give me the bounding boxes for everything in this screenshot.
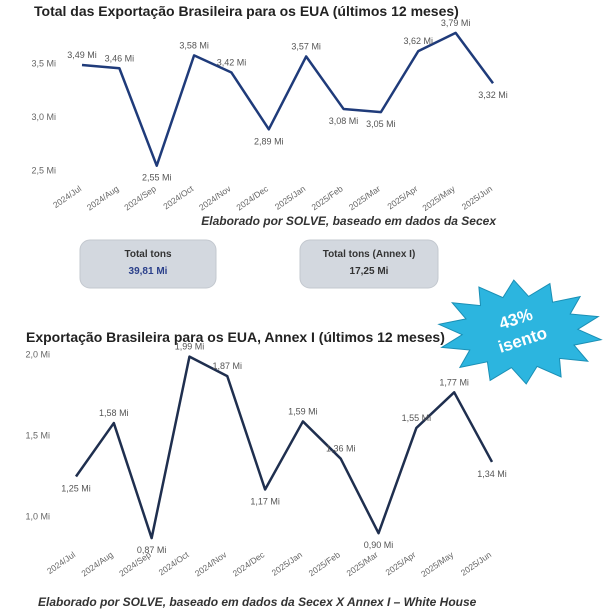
chart-title: Total das Exportação Brasileira para os … — [34, 3, 459, 19]
card-label: Total tons — [124, 249, 171, 260]
data-label: 0,87 Mi — [137, 545, 167, 555]
data-label: 2,89 Mi — [254, 136, 284, 146]
x-tick-label: 2025/Jun — [460, 183, 495, 211]
x-tick-label: 2025/Jan — [270, 549, 305, 577]
x-tick-label: 2025/Feb — [307, 549, 342, 578]
x-tick-label: 2024/Nov — [193, 549, 229, 578]
data-label: 3,05 Mi — [366, 119, 396, 129]
data-label: 1,77 Mi — [439, 377, 469, 387]
x-tick-label: 2025/Apr — [384, 549, 418, 577]
data-label: 3,58 Mi — [179, 40, 209, 50]
card-bg — [299, 239, 439, 289]
badge: 43%isento — [437, 279, 603, 385]
data-label: 1,59 Mi — [288, 406, 318, 416]
y-tick-label: 2,0 Mi — [25, 349, 50, 359]
data-label: 3,46 Mi — [105, 53, 135, 63]
x-tick-label: 2024/Nov — [197, 183, 233, 212]
data-label: 1,99 Mi — [175, 342, 205, 352]
card-bg — [79, 239, 217, 289]
x-tick-label: 2025/Apr — [385, 183, 419, 211]
data-label: 2,55 Mi — [142, 173, 172, 183]
chart-title: Exportação Brasileira para os EUA, Annex… — [26, 329, 445, 345]
x-tick-label: 2025/Mar — [345, 549, 380, 578]
data-label: 3,49 Mi — [67, 50, 97, 60]
card-label: Total tons (Annex I) — [323, 249, 416, 260]
x-tick-label: 2024/Dec — [231, 549, 267, 578]
x-tick-label: 2024/Jul — [51, 183, 83, 210]
x-tick-label: 2024/Oct — [161, 183, 196, 211]
card: Total tons (Annex I) 17,25 Mi — [299, 239, 439, 289]
y-tick-label: 1,5 Mi — [25, 430, 50, 440]
data-label: 3,42 Mi — [217, 58, 247, 68]
x-tick-label: 2024/Aug — [85, 183, 121, 212]
data-label: 1,87 Mi — [213, 361, 243, 371]
y-tick-label: 2,5 Mi — [31, 165, 56, 175]
card: Total tons 39,81 Mi — [79, 239, 217, 289]
x-tick-label: 2025/Mar — [347, 183, 382, 212]
x-tick-label: 2025/Jan — [273, 183, 308, 211]
x-tick-label: 2024/Jul — [45, 549, 77, 576]
x-tick-label: 2025/Jun — [459, 549, 494, 577]
data-label: 1,36 Mi — [326, 444, 356, 454]
data-label: 1,34 Mi — [477, 469, 507, 479]
line — [81, 31, 495, 167]
x-tick-label: 2025/Feb — [310, 183, 345, 212]
data-label: 1,55 Mi — [402, 413, 432, 423]
line — [74, 355, 494, 540]
data-label: 1,58 Mi — [99, 408, 129, 418]
card-value: 39,81 Mi — [129, 266, 168, 277]
data-label: 0,90 Mi — [364, 540, 394, 550]
x-tick-label: 2025/May — [419, 549, 456, 579]
x-tick-label: 2025/May — [420, 183, 457, 213]
data-label: 3,32 Mi — [478, 90, 508, 100]
data-label: 1,25 Mi — [61, 484, 91, 494]
x-tick-label: 2024/Sep — [122, 183, 158, 212]
data-label: 3,79 Mi — [441, 18, 471, 28]
x-tick-label: 2024/Aug — [79, 549, 115, 578]
y-tick-label: 1,0 Mi — [25, 511, 50, 521]
y-tick-label: 3,0 Mi — [31, 112, 56, 122]
caption: Elaborado por SOLVE, baseado em dados da… — [201, 214, 497, 228]
y-tick-label: 3,5 Mi — [31, 58, 56, 68]
caption: Elaborado por SOLVE, baseado em dados da… — [38, 595, 477, 609]
data-label: 3,08 Mi — [329, 116, 359, 126]
data-label: 3,57 Mi — [291, 41, 321, 51]
x-tick-label: 2024/Dec — [234, 183, 270, 212]
badge-star — [437, 279, 603, 385]
card-value: 17,25 Mi — [350, 266, 389, 277]
data-label: 3,62 Mi — [404, 36, 434, 46]
data-label: 1,17 Mi — [250, 496, 280, 506]
